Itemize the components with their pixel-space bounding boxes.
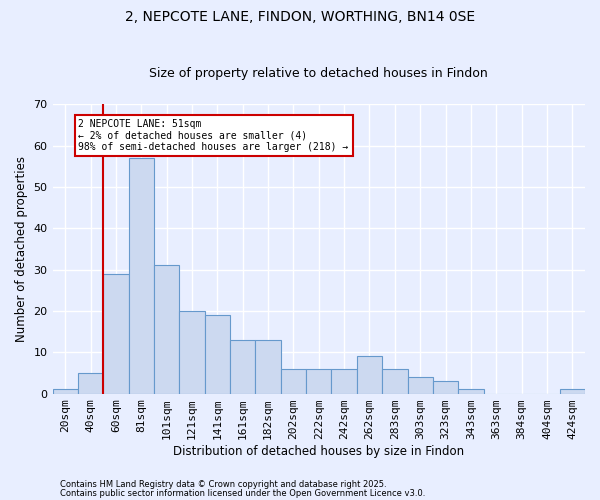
Bar: [53, 390, 78, 394]
Bar: [458, 390, 484, 394]
Bar: [433, 381, 458, 394]
Bar: [256, 340, 281, 394]
Bar: [179, 311, 205, 394]
Bar: [382, 369, 407, 394]
Bar: [331, 369, 357, 394]
Bar: [78, 373, 103, 394]
Bar: [306, 369, 331, 394]
Bar: [407, 377, 433, 394]
Bar: [281, 369, 306, 394]
Title: Size of property relative to detached houses in Findon: Size of property relative to detached ho…: [149, 66, 488, 80]
Text: 2, NEPCOTE LANE, FINDON, WORTHING, BN14 0SE: 2, NEPCOTE LANE, FINDON, WORTHING, BN14 …: [125, 10, 475, 24]
X-axis label: Distribution of detached houses by size in Findon: Distribution of detached houses by size …: [173, 444, 464, 458]
Bar: [154, 266, 179, 394]
Text: Contains HM Land Registry data © Crown copyright and database right 2025.: Contains HM Land Registry data © Crown c…: [60, 480, 386, 489]
Text: 2 NEPCOTE LANE: 51sqm
← 2% of detached houses are smaller (4)
98% of semi-detach: 2 NEPCOTE LANE: 51sqm ← 2% of detached h…: [79, 118, 349, 152]
Bar: [103, 274, 128, 394]
Bar: [560, 390, 585, 394]
Bar: [230, 340, 256, 394]
Bar: [357, 356, 382, 394]
Bar: [128, 158, 154, 394]
Text: Contains public sector information licensed under the Open Government Licence v3: Contains public sector information licen…: [60, 490, 425, 498]
Bar: [205, 315, 230, 394]
Y-axis label: Number of detached properties: Number of detached properties: [15, 156, 28, 342]
